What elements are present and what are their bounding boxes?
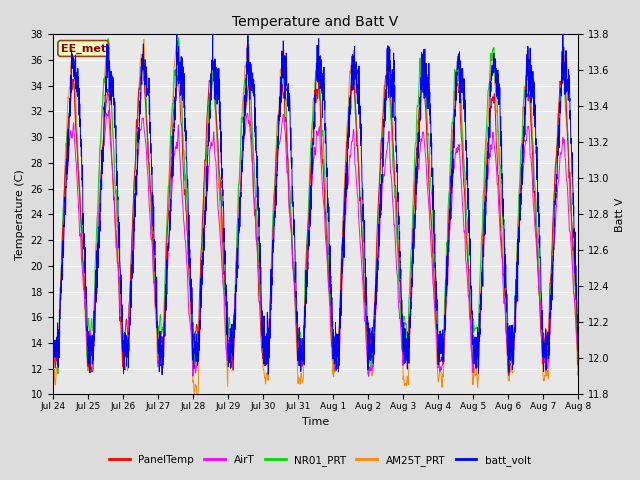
AirT — [365, 373, 372, 379]
batt_volt — [109, 90, 116, 96]
AM25T_PRT — [140, 36, 148, 42]
AM25T_PRT — [508, 363, 515, 369]
AM25T_PRT — [251, 178, 259, 184]
PanelTemp — [383, 57, 391, 63]
NR01_PRT — [564, 143, 572, 148]
Title: Temperature and Batt V: Temperature and Batt V — [232, 15, 399, 29]
PanelTemp — [49, 345, 56, 350]
Y-axis label: Temperature (C): Temperature (C) — [15, 169, 25, 260]
AirT — [508, 355, 515, 360]
AM25T_PRT — [140, 39, 148, 45]
Line: NR01_PRT: NR01_PRT — [52, 38, 578, 374]
batt_volt — [574, 348, 582, 354]
Line: AM25T_PRT: AM25T_PRT — [52, 39, 578, 399]
AirT — [564, 201, 572, 207]
NR01_PRT — [273, 125, 281, 131]
batt_volt — [273, 164, 281, 169]
PanelTemp — [109, 173, 116, 179]
AirT — [273, 157, 281, 163]
PanelTemp — [250, 208, 258, 214]
NR01_PRT — [508, 340, 515, 346]
batt_volt — [140, 66, 148, 72]
batt_volt — [158, 372, 166, 377]
AirT — [140, 126, 148, 132]
AirT — [109, 175, 116, 181]
Text: EE_met: EE_met — [61, 43, 106, 54]
PanelTemp — [505, 372, 513, 378]
AM25T_PRT — [194, 396, 202, 402]
NR01_PRT — [49, 369, 56, 375]
AM25T_PRT — [109, 126, 116, 132]
NR01_PRT — [140, 65, 148, 71]
batt_volt — [559, 27, 566, 33]
NR01_PRT — [364, 372, 372, 377]
batt_volt — [564, 91, 572, 97]
NR01_PRT — [109, 128, 116, 133]
AirT — [250, 197, 258, 203]
Legend: PanelTemp, AirT, NR01_PRT, AM25T_PRT, batt_volt: PanelTemp, AirT, NR01_PRT, AM25T_PRT, ba… — [105, 451, 535, 470]
Y-axis label: Batt V: Batt V — [615, 197, 625, 231]
batt_volt — [508, 333, 515, 338]
AirT — [105, 108, 113, 114]
Line: PanelTemp: PanelTemp — [52, 60, 578, 375]
Line: batt_volt: batt_volt — [52, 30, 578, 374]
AirT — [574, 352, 582, 358]
AM25T_PRT — [574, 370, 582, 376]
PanelTemp — [564, 144, 572, 150]
Line: AirT: AirT — [52, 111, 578, 376]
AM25T_PRT — [564, 135, 572, 141]
batt_volt — [250, 93, 258, 98]
NR01_PRT — [574, 332, 582, 337]
PanelTemp — [273, 146, 281, 152]
NR01_PRT — [175, 35, 182, 41]
X-axis label: Time: Time — [302, 417, 329, 427]
PanelTemp — [508, 353, 515, 359]
PanelTemp — [574, 349, 582, 355]
NR01_PRT — [250, 164, 258, 170]
AM25T_PRT — [273, 117, 281, 122]
PanelTemp — [140, 65, 148, 71]
batt_volt — [49, 334, 56, 339]
AM25T_PRT — [49, 362, 56, 368]
AirT — [49, 360, 56, 366]
